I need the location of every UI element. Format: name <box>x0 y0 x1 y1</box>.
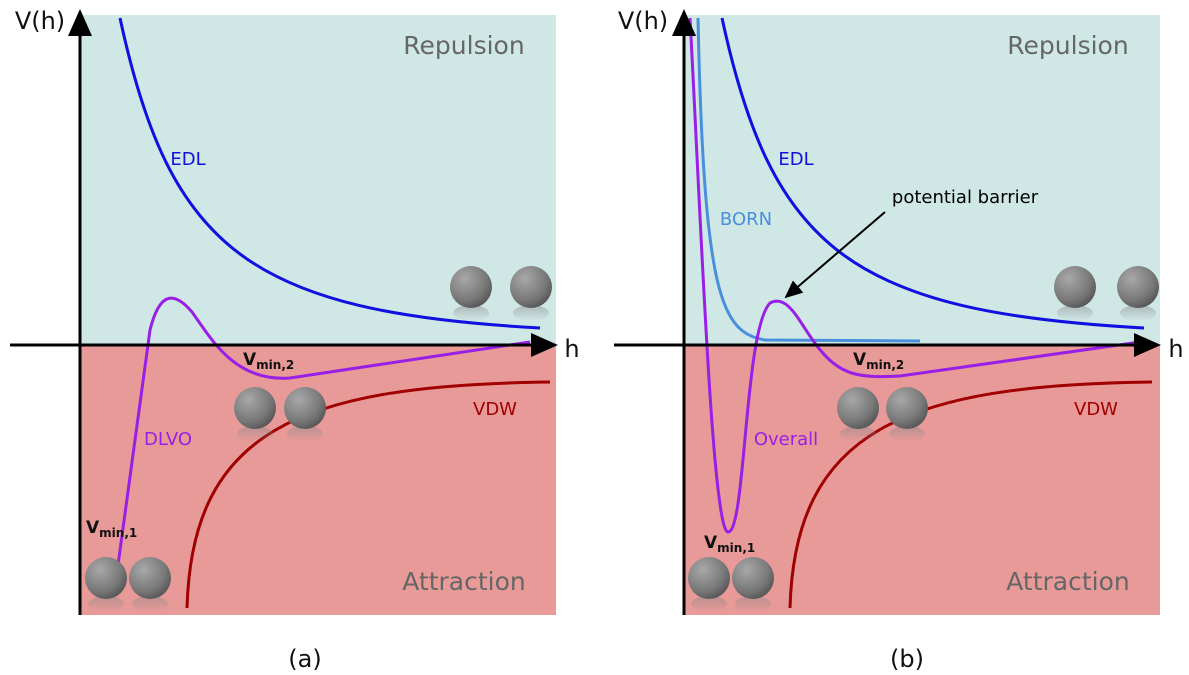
curve-label: BORN <box>720 209 772 230</box>
region-label: Repulsion <box>1007 31 1128 60</box>
y-axis-label: V(h) <box>15 7 65 35</box>
particle <box>837 387 879 442</box>
region-label: Attraction <box>1006 567 1130 596</box>
caption: (a) <box>288 645 321 673</box>
particle <box>284 387 326 442</box>
x-axis-label: h <box>564 335 579 363</box>
minimum-label: Vmin,1 <box>704 533 755 555</box>
minimum-label: Vmin,2 <box>853 350 904 372</box>
particle <box>510 266 552 321</box>
born-curve <box>696 17 921 343</box>
curve-label: EDL <box>778 149 813 170</box>
y-axis-label: V(h) <box>618 7 668 35</box>
curve-label: DLVO <box>144 429 192 450</box>
particle <box>688 557 730 612</box>
vdw-curve <box>788 380 1153 609</box>
vdw-curve <box>185 380 551 609</box>
particle <box>1054 266 1096 321</box>
x-axis-label: h <box>1168 335 1183 363</box>
minimum-label: Vmin,1 <box>86 518 137 540</box>
panel-b: Repulsion Attraction V(h) h EDL BORN Ove… <box>614 7 1184 673</box>
dlvo-curve <box>116 296 531 566</box>
particle <box>129 557 171 612</box>
particle <box>234 387 276 442</box>
annotation-arrow <box>784 211 886 299</box>
panel-a: Repulsion Attraction V(h) h EDL DLVO VDW… <box>10 7 580 673</box>
curve-label: EDL <box>170 149 205 170</box>
curve-label: VDW <box>1074 399 1118 420</box>
particle <box>1117 266 1159 321</box>
particle <box>886 387 928 442</box>
edl-curve <box>118 17 541 330</box>
annotation: potential barrier <box>892 187 1039 208</box>
curve-label: VDW <box>473 399 517 420</box>
region-label: Repulsion <box>403 31 524 60</box>
minimum-label: Vmin,2 <box>243 350 294 372</box>
curve-label: Overall <box>754 429 818 450</box>
particle <box>732 557 774 612</box>
caption: (b) <box>890 645 924 673</box>
region-label: Attraction <box>402 567 526 596</box>
edl-curve <box>720 17 1145 330</box>
particle <box>85 557 127 612</box>
particle <box>450 266 492 321</box>
overall-curve <box>688 17 1141 534</box>
